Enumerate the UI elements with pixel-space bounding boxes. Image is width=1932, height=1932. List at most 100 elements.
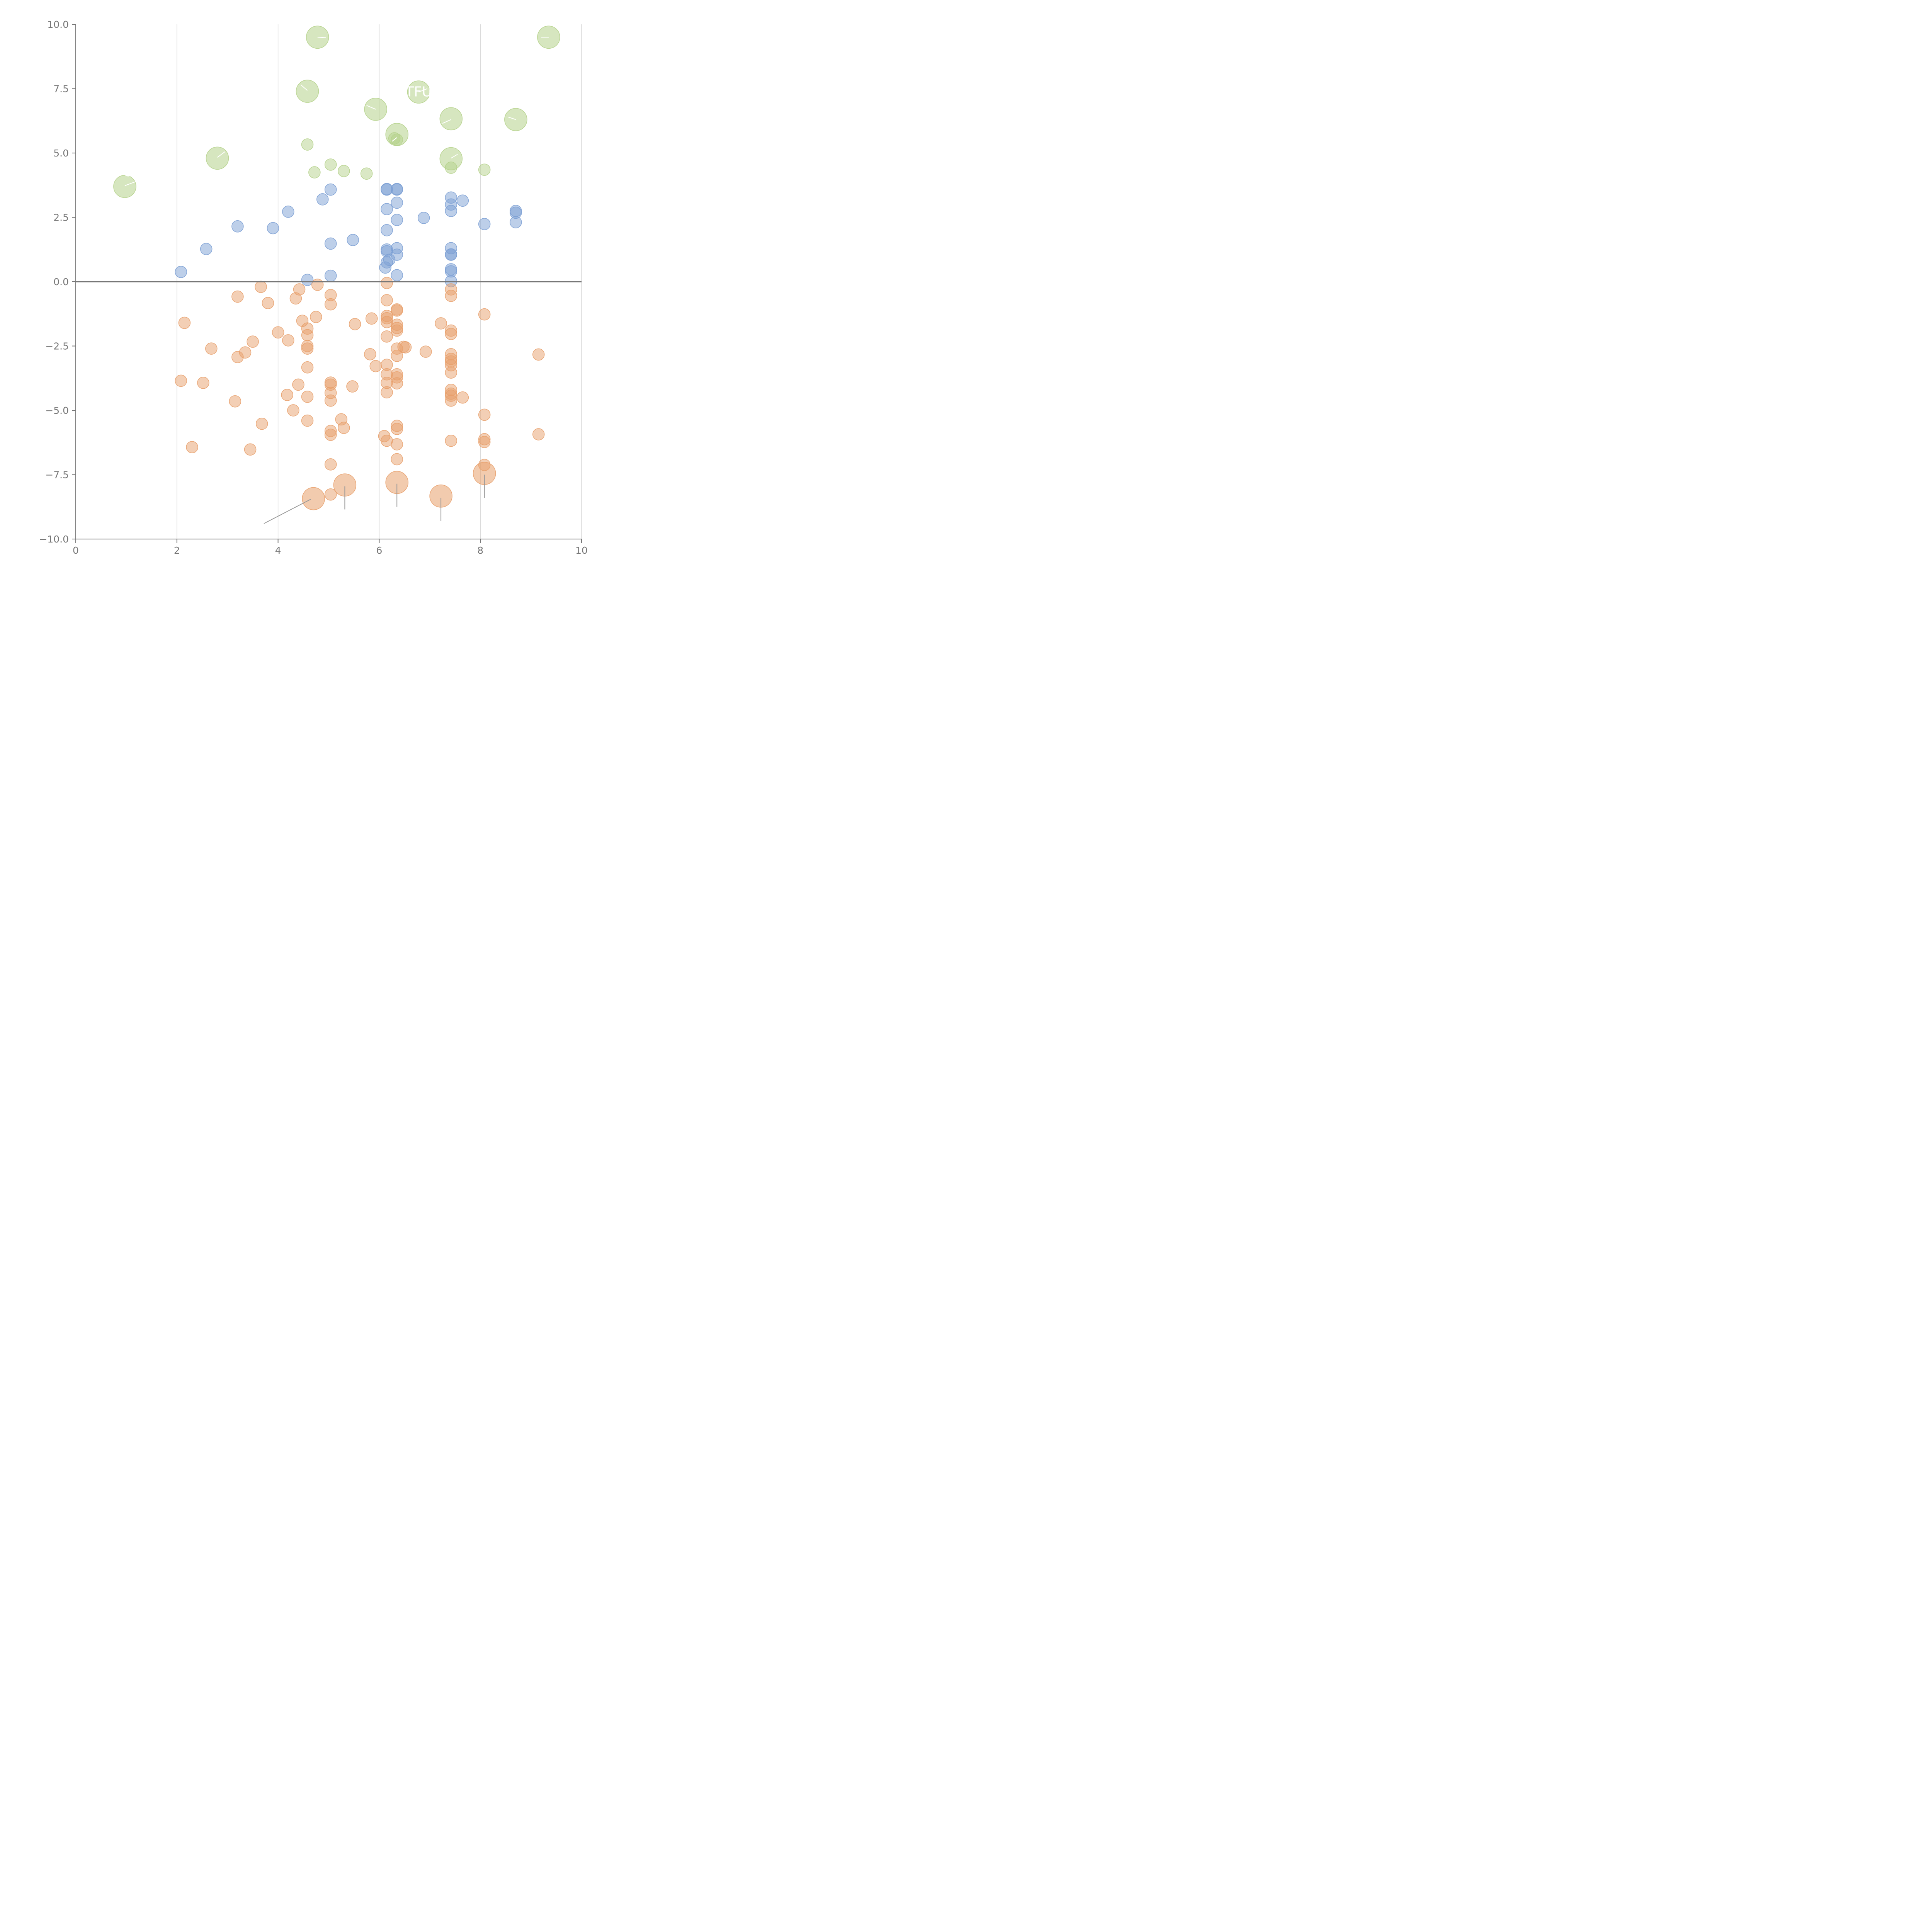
data-point-negative — [324, 458, 337, 471]
bubble-label: C — [455, 138, 465, 154]
large-bubble — [439, 147, 463, 170]
data-point-negative — [229, 395, 242, 408]
data-point-negative — [478, 308, 491, 321]
data-point-negative — [478, 408, 491, 421]
data-point-negative — [478, 436, 491, 448]
data-point-negative — [532, 428, 545, 440]
data-point-negative — [445, 394, 457, 407]
data-point-positive-low — [391, 248, 403, 261]
leader-line — [264, 498, 311, 524]
data-point-negative — [255, 281, 267, 293]
y-tick-label: 5.0 — [53, 148, 69, 159]
data-point-positive-low — [391, 269, 403, 282]
x-tick-label: 2 — [174, 545, 180, 556]
data-point-positive-low — [267, 222, 279, 235]
data-point-negative — [456, 391, 469, 404]
data-point-positive-low — [324, 269, 337, 282]
data-point-negative — [391, 423, 403, 435]
x-tick-label: 4 — [275, 545, 281, 556]
data-point-negative — [391, 350, 403, 362]
data-point-negative — [381, 294, 393, 306]
data-point-negative — [301, 390, 314, 403]
data-point-negative — [445, 434, 457, 447]
data-point-negative — [311, 279, 324, 291]
bubble-label: MX — [520, 16, 542, 32]
data-point-negative — [399, 341, 412, 354]
data-point-negative — [420, 345, 432, 358]
x-tick-label: 0 — [73, 545, 79, 556]
data-point-negative — [292, 378, 304, 391]
data-point-negative — [310, 311, 322, 323]
data-point-positive-low — [381, 203, 393, 215]
data-point-negative — [381, 277, 393, 289]
y-tick-label: 7.5 — [53, 83, 69, 95]
data-point-negative — [293, 283, 306, 296]
data-point-negative — [349, 318, 361, 330]
large-bubble — [302, 487, 325, 510]
x-tick-label: 6 — [376, 545, 382, 556]
data-point-positive-low — [231, 220, 244, 233]
data-point-negative — [532, 348, 545, 361]
data-point-negative — [391, 377, 403, 389]
bubble-labels: S TFU C MX — [124, 16, 542, 180]
data-point-negative — [391, 324, 403, 337]
data-point-positive-low — [445, 205, 457, 217]
data-point-negative — [366, 312, 378, 325]
bubble-label: S — [124, 164, 133, 180]
data-point-positive-high — [338, 165, 350, 177]
data-point-negative — [186, 441, 198, 453]
data-point-positive-high — [301, 138, 314, 151]
large-bubble — [296, 80, 319, 103]
data-point-positive-high — [308, 166, 321, 179]
data-point-negative — [381, 330, 393, 343]
data-point-negative — [244, 443, 257, 456]
data-point-negative — [324, 488, 337, 501]
leader-line — [217, 151, 225, 158]
large-bubbles — [113, 26, 560, 510]
leader-line — [508, 116, 516, 120]
data-point-negative — [255, 417, 268, 430]
data-point-negative — [301, 342, 314, 355]
data-point-positive-low — [391, 214, 403, 226]
data-point-positive-low — [478, 218, 491, 230]
data-point-positive-low — [316, 193, 329, 206]
leader-line — [391, 137, 397, 142]
data-point-positive-low — [445, 248, 457, 261]
leader-lines — [124, 37, 549, 524]
y-tick-label: −5.0 — [45, 405, 69, 416]
data-point-negative — [445, 366, 457, 379]
data-point-negative — [364, 348, 376, 361]
data-point-negative — [301, 414, 314, 427]
leader-line — [124, 181, 137, 186]
y-tick-label: −2.5 — [45, 341, 69, 352]
data-point-negative — [281, 389, 293, 401]
data-point-negative — [175, 374, 187, 387]
large-bubble — [206, 146, 229, 170]
data-point-positive-low — [324, 183, 337, 196]
small-bubbles — [175, 132, 545, 501]
data-point-negative — [282, 334, 294, 347]
x-tick-label: 8 — [477, 545, 483, 556]
data-point-negative — [338, 422, 350, 434]
y-tick-label: 0.0 — [53, 276, 69, 287]
data-point-positive-high — [478, 163, 491, 176]
data-point-positive-low — [391, 196, 403, 209]
data-point-positive-low — [175, 265, 187, 278]
large-bubble — [113, 175, 136, 198]
data-point-negative — [324, 429, 337, 441]
leader-line — [418, 88, 428, 93]
leader-line — [300, 84, 308, 91]
data-point-positive-high — [324, 158, 337, 171]
y-tick-label: 10.0 — [47, 19, 69, 30]
data-point-positive-low — [324, 237, 337, 250]
data-point-positive-low — [391, 183, 403, 196]
data-point-negative — [301, 361, 314, 374]
data-point-negative — [445, 328, 457, 340]
x-tick-label: 10 — [575, 545, 588, 556]
data-point-positive-low — [282, 206, 294, 218]
data-point-negative — [247, 335, 259, 348]
data-point-negative — [346, 380, 359, 393]
data-point-negative — [445, 289, 457, 302]
y-tick-label: 2.5 — [53, 212, 69, 223]
data-point-positive-high — [360, 167, 373, 180]
